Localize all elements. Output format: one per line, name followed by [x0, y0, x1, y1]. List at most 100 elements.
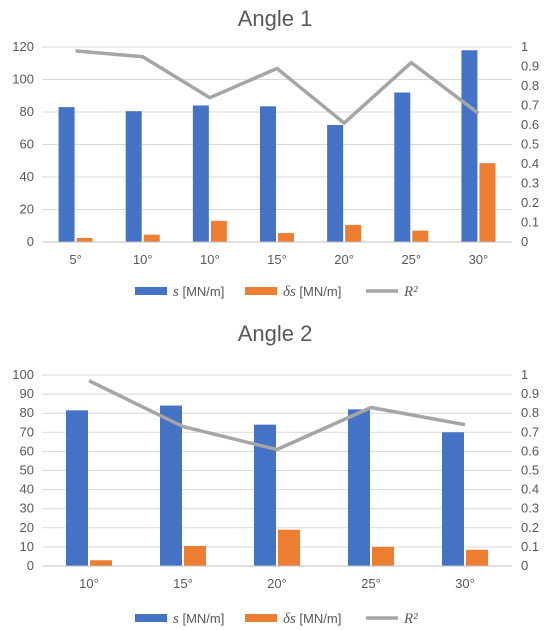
y2-tick-label: 0.6 — [521, 117, 539, 132]
legend-entry: R² — [403, 284, 418, 300]
bar-delta-s — [345, 224, 362, 242]
y-tick-label: 40 — [20, 482, 34, 497]
x-tick-label: 15° — [173, 576, 193, 591]
y-tick-label: 100 — [12, 72, 34, 87]
y2-tick-label: 0.3 — [521, 176, 539, 191]
y2-tick-label: 0.5 — [521, 137, 539, 152]
y2-tick-label: 0.9 — [521, 386, 539, 401]
chart-title: Angle 2 — [238, 321, 313, 346]
bar-delta-s — [479, 163, 496, 242]
chart-angle-2: Angle 2 0 10 20 30 40 50 60 70 80 90 100 0 0.1 0.2 0.3 0… — [12, 321, 539, 627]
legend-swatch — [245, 614, 277, 622]
x-tick-label: 10° — [133, 252, 153, 267]
x-tick-label: 10° — [79, 576, 99, 591]
legend-unit: [MN/m] — [179, 284, 225, 299]
y2-tick-label: 0.3 — [521, 501, 539, 516]
legend-swatch — [245, 287, 277, 295]
legend-symbol: s — [173, 611, 179, 627]
bar-delta-s — [372, 546, 394, 566]
y2-tick-label: 0.9 — [521, 59, 539, 74]
bar-s — [254, 424, 276, 566]
bar-s — [66, 410, 88, 566]
bar-s — [394, 92, 411, 242]
y2-tick-label: 0.6 — [521, 443, 539, 458]
y-tick-label: 120 — [12, 39, 34, 54]
bar-s — [160, 405, 182, 566]
y2-tick-label: 0.1 — [521, 215, 539, 230]
y2-tick-label: 0.2 — [521, 195, 539, 210]
legend-unit: [MN/m] — [296, 284, 342, 299]
legend-entry: s [MN/m] — [173, 284, 224, 300]
y2-tick-label: 0.7 — [521, 424, 539, 439]
bar-s — [260, 106, 276, 242]
bar-s — [125, 111, 142, 242]
y2-tick-label: 0.1 — [521, 539, 539, 554]
y-tick-label: 0 — [27, 234, 34, 249]
legend-entry: s [MN/m] — [173, 611, 224, 627]
y-tick-label: 20 — [20, 520, 34, 535]
bar-s — [348, 409, 370, 566]
y-tick-label: 90 — [20, 386, 34, 401]
legend-swatch — [135, 287, 167, 295]
legend-symbol: s — [173, 284, 179, 300]
y2-tick-label: 0.2 — [521, 520, 539, 535]
bar-delta-s — [278, 233, 294, 242]
bar-delta-s — [466, 549, 488, 566]
legend-symbol: δs — [283, 284, 296, 300]
y-tick-label: 30 — [20, 501, 34, 516]
legend-entry: R² — [403, 611, 418, 627]
bar-delta-s — [184, 545, 206, 566]
y2-tick-label: 0.8 — [521, 78, 539, 93]
y2-tick-label: 1 — [521, 367, 528, 382]
x-tick-label: 5° — [69, 252, 81, 267]
legend-entry: δs [MN/m] — [283, 611, 341, 627]
x-tick-label: 15° — [267, 252, 287, 267]
legend-swatch — [135, 614, 167, 622]
y2-tick-label: 1 — [521, 39, 528, 54]
y-tick-label: 80 — [20, 405, 34, 420]
y-tick-label: 40 — [20, 169, 34, 184]
bar-delta-s — [143, 234, 160, 242]
bar-delta-s — [90, 560, 112, 566]
bar-s — [192, 105, 209, 242]
y-tick-label: 60 — [20, 137, 34, 152]
y2-tick-label: 0.4 — [521, 482, 539, 497]
y2-tick-label: 0.4 — [521, 156, 539, 171]
bar-s — [461, 50, 478, 242]
legend-unit: [MN/m] — [179, 611, 225, 626]
bar-delta-s — [210, 220, 227, 242]
y-tick-label: 50 — [20, 463, 34, 478]
x-tick-label: 30° — [455, 576, 475, 591]
y-tick-label: 10 — [20, 539, 34, 554]
x-tick-label: 25° — [401, 252, 421, 267]
bar-delta-s — [412, 230, 429, 242]
legend-symbol: R² — [403, 611, 418, 627]
x-tick-label: 20° — [267, 576, 287, 591]
bar-s — [58, 107, 75, 242]
y2-tick-label: 0.7 — [521, 98, 539, 113]
x-tick-label: 25° — [361, 576, 381, 591]
bar-s — [327, 125, 344, 242]
y-tick-label: 60 — [20, 443, 34, 458]
bar-delta-s — [76, 237, 93, 242]
legend-symbol: δs — [283, 611, 296, 627]
y2-tick-label: 0.5 — [521, 463, 539, 478]
line-r-squared — [88, 379, 466, 452]
y-tick-label: 100 — [12, 367, 34, 382]
y-tick-label: 0 — [27, 558, 34, 573]
y2-tick-label: 0.8 — [521, 405, 539, 420]
bar-delta-s — [278, 529, 300, 566]
y-tick-label: 70 — [20, 424, 34, 439]
y2-tick-label: 0 — [521, 558, 528, 573]
y-tick-label: 80 — [20, 104, 34, 119]
y2-tick-label: 0 — [521, 234, 528, 249]
chart-title: Angle 1 — [238, 6, 313, 31]
x-tick-label: 30° — [469, 252, 489, 267]
bar-s — [442, 432, 464, 566]
legend-entry: δs [MN/m] — [283, 284, 341, 300]
chart-angle-1: Angle 1 0 20 40 60 80 100 120 0 0.1 0.2 0.3 0.4 0.5 0.… — [12, 6, 539, 300]
legend-symbol: R² — [403, 284, 418, 300]
y-tick-label: 20 — [20, 202, 34, 217]
x-tick-label: 10° — [200, 252, 220, 267]
